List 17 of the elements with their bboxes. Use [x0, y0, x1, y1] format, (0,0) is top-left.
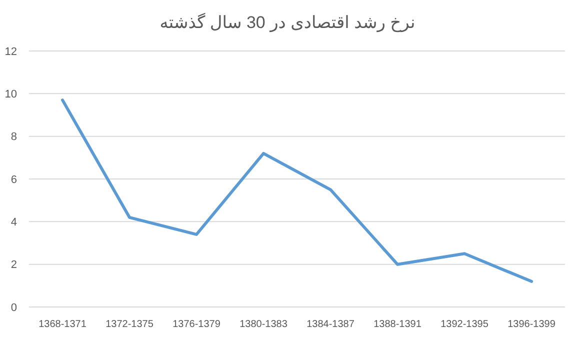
- y-tick-label: 4: [10, 216, 17, 229]
- x-tick-label: 1396-1399: [508, 319, 556, 330]
- x-tick-label: 1384-1387: [306, 319, 355, 330]
- y-tick-label: 12: [4, 46, 17, 58]
- line-series: [61, 98, 533, 283]
- y-tick-label: 6: [10, 174, 17, 186]
- x-tick-label: 1368-1371: [38, 319, 87, 330]
- x-tick-label: 1380-1383: [240, 319, 288, 330]
- x-tick-label: 1372-1375: [106, 319, 154, 330]
- x-tick-label: 1388-1391: [374, 319, 422, 330]
- y-tick-label: 0: [10, 302, 17, 314]
- y-tick-label: 2: [10, 259, 17, 272]
- x-tick-label: 1392-1395: [440, 319, 489, 330]
- chart-title: نرخ رشد اقتصادی در 30 سال گذشته: [160, 12, 416, 33]
- y-tick-label: 10: [4, 88, 17, 101]
- y-tick-label: 8: [10, 131, 17, 144]
- x-tick-label: 1376-1379: [172, 319, 221, 330]
